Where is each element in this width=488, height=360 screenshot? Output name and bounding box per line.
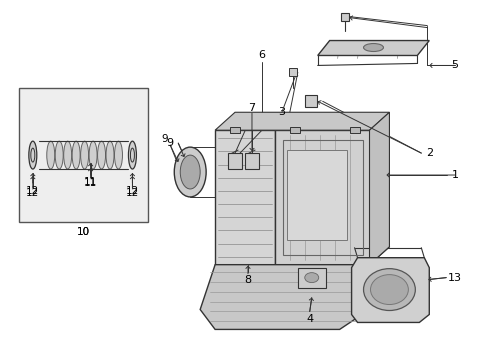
Ellipse shape: [128, 141, 136, 169]
Bar: [297, 268, 325, 288]
Text: 6: 6: [258, 50, 265, 60]
Bar: [286, 150, 346, 240]
Bar: [227, 153, 242, 169]
Bar: [282, 140, 362, 255]
Text: 5: 5: [451, 60, 458, 71]
Polygon shape: [200, 265, 369, 329]
Bar: [19, 88, 148, 222]
Ellipse shape: [114, 141, 122, 169]
Ellipse shape: [72, 141, 80, 169]
Bar: [340, 13, 348, 21]
Text: 13: 13: [447, 273, 461, 283]
Bar: [349, 127, 359, 133]
Bar: [289, 127, 299, 133]
Text: 12: 12: [125, 186, 139, 196]
Ellipse shape: [55, 141, 63, 169]
Text: 9: 9: [166, 138, 174, 148]
Bar: [244, 153, 259, 169]
Ellipse shape: [29, 141, 37, 169]
Bar: [274, 130, 369, 265]
Text: 9: 9: [161, 134, 167, 144]
Ellipse shape: [89, 141, 97, 169]
Ellipse shape: [63, 141, 72, 169]
Text: 4: 4: [305, 314, 313, 324]
Text: 10: 10: [77, 227, 90, 237]
Text: 12: 12: [125, 188, 139, 198]
Ellipse shape: [81, 141, 88, 169]
Text: 12: 12: [26, 186, 40, 196]
Bar: [304, 95, 316, 107]
Polygon shape: [215, 112, 388, 130]
Text: 3: 3: [278, 107, 285, 117]
Bar: [288, 68, 296, 76]
Ellipse shape: [106, 141, 114, 169]
Ellipse shape: [98, 141, 105, 169]
Ellipse shape: [174, 147, 206, 197]
Ellipse shape: [47, 141, 55, 169]
Text: 7: 7: [248, 103, 255, 113]
Polygon shape: [351, 258, 428, 323]
Ellipse shape: [363, 269, 414, 310]
Polygon shape: [317, 41, 428, 55]
Bar: [215, 130, 274, 265]
Text: 10: 10: [77, 227, 90, 237]
Bar: [229, 127, 240, 133]
Ellipse shape: [370, 275, 407, 305]
Ellipse shape: [363, 44, 383, 51]
Polygon shape: [369, 112, 388, 265]
Ellipse shape: [180, 155, 200, 189]
Text: 8: 8: [244, 275, 251, 285]
Ellipse shape: [304, 273, 318, 283]
Text: 11: 11: [84, 177, 97, 187]
Text: 12: 12: [26, 188, 40, 198]
Text: 11: 11: [84, 178, 97, 188]
Text: 2: 2: [425, 148, 432, 158]
Text: 1: 1: [451, 170, 458, 180]
